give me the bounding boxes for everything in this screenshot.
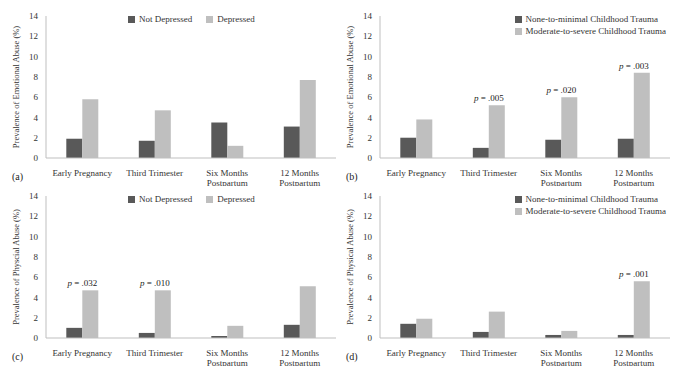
svg-text:4: 4 [34,113,39,123]
svg-text:2: 2 [368,133,373,143]
svg-text:12: 12 [363,31,372,41]
html-text:Depressed: Depressed [217,14,255,24]
svg-text:Prevalence of Emotional Abuse: Prevalence of Emotional Abuse (%) [345,26,355,148]
svg-text:p = .001: p = .001 [618,269,649,279]
html-text:None-to-minimal Childhood Trau: None-to-minimal Childhood Trauma [525,14,658,24]
svg-text:12: 12 [363,211,372,221]
svg-text:10: 10 [29,232,39,242]
svg-text:4: 4 [368,113,373,123]
svg-text:12 MonthsPostpartum: 12 MonthsPostpartum [279,348,320,366]
html-text:Depressed: Depressed [217,194,255,204]
svg-text:14: 14 [29,11,39,21]
svg-text:p = .005: p = .005 [473,93,504,103]
html-text:Not Depressed: Not Depressed [139,194,193,204]
svg-text:8: 8 [368,72,373,82]
svg-text:Six MonthsPostpartum: Six MonthsPostpartum [540,348,582,366]
svg-text:12: 12 [29,31,38,41]
svg-text:Prevalence of Emotional Abuse: Prevalence of Emotional Abuse (%) [11,26,21,148]
svg-text:Third Trimester: Third Trimester [460,348,517,358]
svg-text:12 MonthsPostpartum: 12 MonthsPostpartum [613,168,654,186]
svg-text:Early Pregnancy: Early Pregnancy [52,348,112,358]
svg-text:Early Pregnancy: Early Pregnancy [52,168,112,178]
html-text:None-to-minimal Childhood Trau: None-to-minimal Childhood Trauma [525,194,658,204]
html-text:(c): (c) [12,351,24,362]
svg-text:0: 0 [368,153,373,163]
html-text:Not Depressed: Not Depressed [139,14,193,24]
svg-text:Third Trimester: Third Trimester [126,168,183,178]
html-text:Moderate-to-severe Childhood T: Moderate-to-severe Childhood Trauma [525,206,666,216]
html-text:(b): (b) [346,171,358,182]
svg-text:4: 4 [368,293,373,303]
svg-text:10: 10 [363,232,373,242]
svg-text:2: 2 [34,133,39,143]
svg-text:12 MonthsPostpartum: 12 MonthsPostpartum [279,168,320,186]
svg-text:6: 6 [368,272,373,282]
svg-text:8: 8 [368,252,373,262]
svg-text:2: 2 [368,313,373,323]
svg-text:12 MonthsPostpartum: 12 MonthsPostpartum [613,348,654,366]
svg-text:10: 10 [29,52,39,62]
svg-text:8: 8 [34,72,39,82]
svg-text:Third Trimester: Third Trimester [460,168,517,178]
svg-text:8: 8 [34,252,39,262]
svg-text:Early Pregnancy: Early Pregnancy [386,168,446,178]
svg-text:Six MonthsPostpartum: Six MonthsPostpartum [206,348,248,366]
svg-text:0: 0 [368,333,373,343]
svg-text:p = .020: p = .020 [545,85,576,95]
html-text:(d): (d) [346,351,358,362]
html-text:(a): (a) [12,171,24,182]
svg-text:10: 10 [363,52,373,62]
svg-text:Prevalence of Physical Abuse (: Prevalence of Physical Abuse (%) [345,209,355,325]
svg-text:Six MonthsPostpartum: Six MonthsPostpartum [206,168,248,186]
svg-text:4: 4 [34,293,39,303]
svg-text:12: 12 [29,211,38,221]
svg-text:14: 14 [363,11,373,21]
svg-text:Early Pregnancy: Early Pregnancy [386,348,446,358]
svg-text:0: 0 [34,333,39,343]
svg-text:6: 6 [368,92,373,102]
svg-text:Six MonthsPostpartum: Six MonthsPostpartum [540,168,582,186]
svg-text:14: 14 [363,191,373,201]
svg-text:Third Trimester: Third Trimester [126,348,183,358]
svg-text:0: 0 [34,153,39,163]
svg-text:6: 6 [34,272,39,282]
html-text:Moderate-to-severe Childhood T: Moderate-to-severe Childhood Trauma [525,26,666,36]
svg-text:Prevalence of Physcial Abuse (: Prevalence of Physcial Abuse (%) [11,209,21,325]
svg-text:6: 6 [34,92,39,102]
svg-text:p = .003: p = .003 [618,61,649,71]
svg-text:14: 14 [29,191,39,201]
svg-text:p = .032: p = .032 [66,278,97,288]
svg-text:2: 2 [34,313,39,323]
svg-text:p = .010: p = .010 [139,278,170,288]
